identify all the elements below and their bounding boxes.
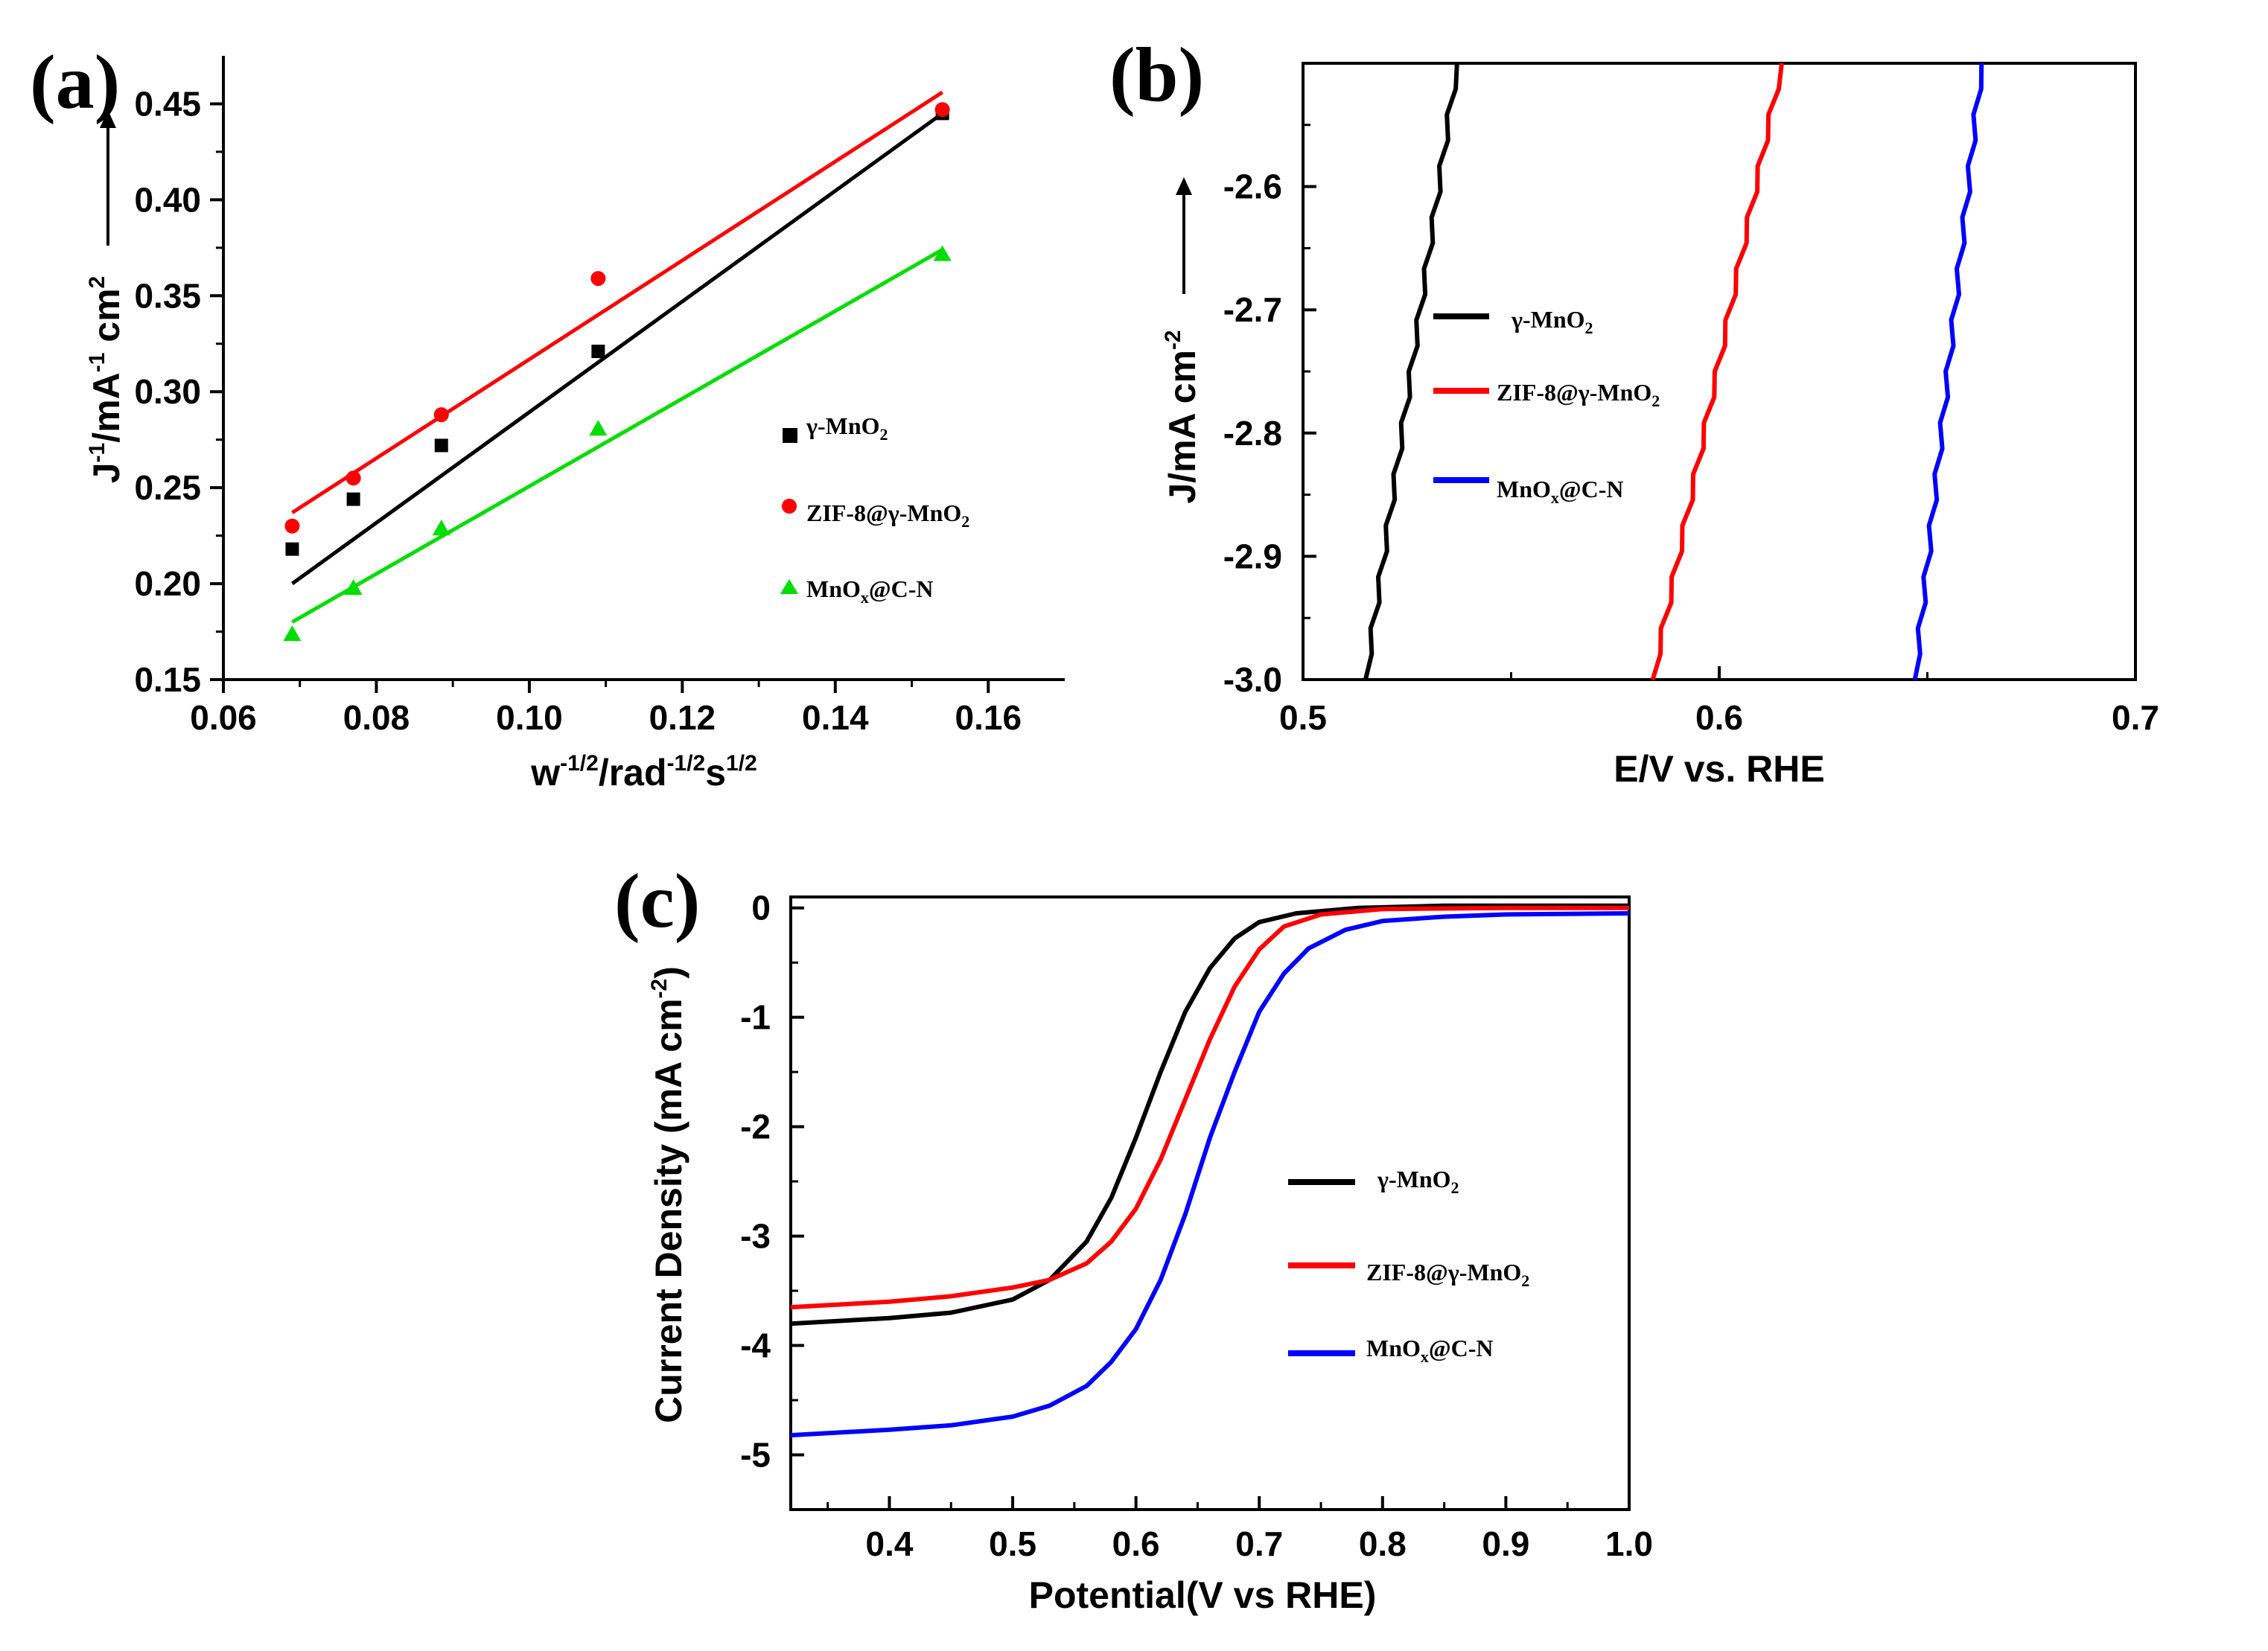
chart-a-point bbox=[432, 520, 450, 536]
chart-a-y-arrowhead bbox=[100, 110, 116, 128]
chart-b-legend: γ-MnO2 ZIF-8@γ-MnO2 MnOx@C-N bbox=[1433, 306, 1660, 507]
chart-a-point bbox=[346, 492, 360, 506]
chart-c-series-line-0 bbox=[790, 903, 1629, 1326]
chart-c-y-tick-label: -5 bbox=[740, 1436, 771, 1475]
chart-b-series-line-2 bbox=[1912, 63, 1984, 680]
chart-c-x-tick-label: 0.4 bbox=[865, 1524, 913, 1563]
legend-b-label-gamma: γ-MnO2 bbox=[1511, 306, 1593, 337]
chart-a-y-tick-label: 0.15 bbox=[134, 660, 201, 699]
chart-c: 0.4 0.5 0.6 0.7 0.8 0.9 1.0 0 -1 -2 -3 -4 -5 Potenti… bbox=[647, 889, 1653, 1616]
chart-c-y-tick-label: 0 bbox=[751, 889, 771, 927]
chart-c-frame bbox=[789, 895, 1631, 1511]
chart-b-y-tick-label: -2.6 bbox=[1223, 167, 1282, 206]
panel-a-label: (a) bbox=[30, 39, 120, 125]
chart-a-x-tick-label: 0.16 bbox=[955, 698, 1022, 737]
chart-b-series-line-1 bbox=[1650, 63, 1784, 680]
chart-a: 0.06 0.08 0.10 0.12 0.14 0.16 0.15 0.20 0.25 0.30… bbox=[85, 56, 1065, 793]
chart-c-x-tick-label: 0.8 bbox=[1359, 1524, 1407, 1563]
chart-a-legend: γ-MnO2 ZIF-8@γ-MnO2 MnOx@C-N bbox=[780, 412, 969, 607]
chart-a-fit-line-0 bbox=[290, 112, 944, 586]
chart-b-y-tick-label: -2.7 bbox=[1223, 290, 1282, 329]
chart-b-x-tick-label: 0.6 bbox=[1695, 698, 1743, 737]
chart-b-y-label: J/mA cm-2 bbox=[1161, 330, 1203, 503]
chart-a-point bbox=[345, 470, 361, 486]
chart-c-y-tick-label: -1 bbox=[740, 998, 771, 1037]
legend-c-label-gamma: γ-MnO2 bbox=[1377, 1166, 1459, 1197]
chart-a-point bbox=[934, 102, 950, 118]
chart-a-x-label: w-1/2/rad-1/2s1/2 bbox=[530, 751, 757, 793]
chart-a-point bbox=[589, 420, 608, 436]
chart-b: 0.5 0.6 0.7 -3.0 -2.9 -2.8 -2.7 -2.6 E/V vs. RH… bbox=[1161, 62, 2159, 790]
chart-c-x-tick-label: 0.7 bbox=[1235, 1524, 1283, 1563]
chart-b-y-tick-label: -2.9 bbox=[1223, 537, 1282, 575]
chart-a-x-tick-label: 0.06 bbox=[190, 698, 257, 737]
chart-b-x-tick-label: 0.7 bbox=[2112, 698, 2159, 737]
legend-a-marker-gamma bbox=[783, 428, 797, 443]
chart-a-fit-line-1 bbox=[291, 90, 943, 514]
chart-c-y-tick-label: -4 bbox=[740, 1326, 771, 1365]
chart-b-x-label: E/V vs. RHE bbox=[1614, 748, 1824, 790]
chart-c-y-tick-label: -3 bbox=[740, 1217, 771, 1256]
legend-b-label-zif: ZIF-8@γ-MnO2 bbox=[1497, 379, 1660, 410]
chart-b-x-tick-label: 0.5 bbox=[1279, 698, 1327, 737]
legend-a-label-zif: ZIF-8@γ-MnO2 bbox=[806, 499, 969, 531]
chart-a-y-tick-label: 0.35 bbox=[134, 276, 201, 315]
legend-a-label-gamma: γ-MnO2 bbox=[806, 412, 888, 444]
chart-a-y-label: J-1/mA-1 cm2 bbox=[85, 276, 127, 484]
chart-c-y-tick-label: -2 bbox=[740, 1108, 771, 1146]
chart-a-point bbox=[434, 438, 448, 453]
panel-b-label: (b) bbox=[1109, 32, 1204, 118]
chart-c-x-tick-label: 0.5 bbox=[989, 1524, 1036, 1563]
chart-a-y-tick-label: 0.25 bbox=[134, 468, 201, 507]
chart-c-legend: γ-MnO2 ZIF-8@γ-MnO2 MnOx@C-N bbox=[1288, 1166, 1529, 1366]
chart-a-point bbox=[591, 345, 605, 359]
chart-a-point bbox=[285, 542, 299, 556]
chart-a-point bbox=[344, 579, 363, 595]
chart-a-x-tick-label: 0.08 bbox=[343, 698, 410, 737]
chart-a-y-tick-label: 0.45 bbox=[134, 84, 201, 123]
chart-a-y-tick-label: 0.30 bbox=[134, 372, 201, 411]
chart-a-fit-line-2 bbox=[291, 248, 943, 624]
chart-c-x-tick-label: 0.9 bbox=[1482, 1524, 1529, 1563]
chart-a-point bbox=[590, 271, 606, 287]
legend-c-label-zif: ZIF-8@γ-MnO2 bbox=[1366, 1259, 1529, 1290]
chart-b-y-arrowhead bbox=[1176, 177, 1192, 195]
chart-c-y-label: Current Density (mA cm-2) bbox=[647, 966, 689, 1423]
legend-c-label-mnox: MnOx@C-N bbox=[1366, 1335, 1494, 1366]
chart-a-y-tick-label: 0.20 bbox=[134, 564, 201, 603]
chart-c-series-line-1 bbox=[790, 905, 1629, 1310]
chart-a-point bbox=[933, 245, 952, 261]
chart-c-x-label: Potential(V vs RHE) bbox=[1029, 1574, 1377, 1616]
chart-a-point bbox=[283, 625, 302, 642]
chart-b-series-line-0 bbox=[1363, 63, 1459, 680]
legend-a-marker-zif bbox=[782, 499, 797, 514]
chart-b-y-tick-label: -3.0 bbox=[1223, 660, 1282, 699]
chart-c-x-tick-label: 1.0 bbox=[1605, 1524, 1653, 1563]
chart-a-y-tick-label: 0.40 bbox=[134, 180, 201, 219]
chart-a-point bbox=[433, 407, 449, 423]
chart-b-y-tick-label: -2.8 bbox=[1223, 414, 1282, 453]
chart-c-series-line-2 bbox=[790, 911, 1630, 1438]
chart-c-x-tick-label: 0.6 bbox=[1112, 1524, 1160, 1563]
chart-a-x-tick-label: 0.10 bbox=[496, 698, 563, 737]
legend-a-marker-mnox bbox=[780, 579, 798, 594]
chart-a-x-tick-label: 0.14 bbox=[802, 698, 869, 737]
panel-c-label: (c) bbox=[614, 858, 700, 944]
chart-a-x-tick-label: 0.12 bbox=[649, 698, 716, 737]
legend-a-label-mnox: MnOx@C-N bbox=[806, 575, 934, 607]
legend-b-label-mnox: MnOx@C-N bbox=[1497, 476, 1624, 507]
chart-a-point bbox=[284, 518, 300, 534]
